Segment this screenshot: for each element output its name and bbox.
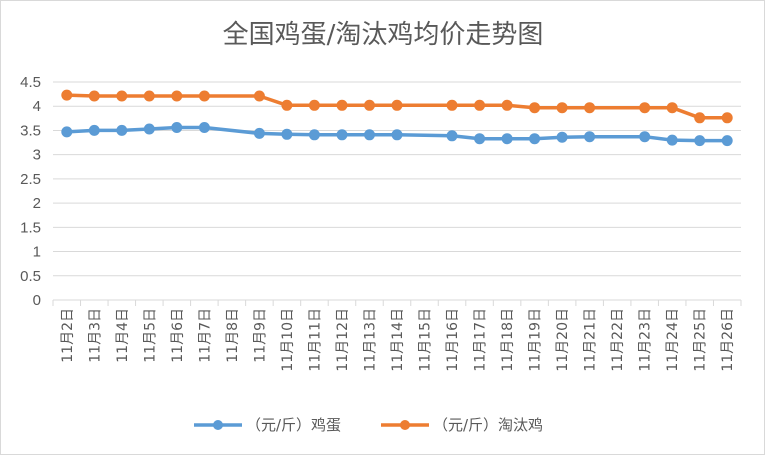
x-tick-label: 11月4日 — [115, 308, 131, 363]
legend-label: （元/斤）淘汰鸡 — [433, 416, 543, 434]
data-point — [694, 135, 706, 147]
x-tick-label: 11月2日 — [60, 308, 76, 363]
series-layer — [61, 89, 733, 147]
data-point — [281, 99, 293, 111]
data-point — [501, 133, 513, 145]
legend-item: （元/斤）淘汰鸡 — [381, 416, 543, 434]
y-tick-label: 3.5 — [20, 122, 41, 139]
data-point — [721, 112, 733, 124]
x-tick-label: 11月11日 — [307, 308, 323, 372]
x-tick-label: 11月6日 — [170, 308, 186, 363]
data-point — [143, 90, 155, 102]
x-tick-label: 11月7日 — [197, 308, 213, 363]
y-tick-label: 2 — [33, 195, 41, 212]
series-1 — [61, 122, 733, 147]
data-point — [308, 129, 320, 141]
x-tick-label: 11月9日 — [252, 308, 268, 363]
data-point — [143, 123, 155, 135]
data-point — [336, 129, 348, 141]
x-tick-label: 11月15日 — [418, 308, 434, 372]
y-tick-label: 3 — [33, 147, 41, 164]
data-point — [391, 129, 403, 141]
series-line — [66, 125, 728, 143]
data-point — [639, 102, 651, 114]
x-tick-label: 11月14日 — [390, 308, 406, 372]
data-point — [61, 89, 73, 101]
data-point — [198, 122, 210, 133]
data-point — [88, 124, 100, 136]
data-point — [584, 102, 596, 114]
data-point — [556, 102, 568, 114]
series-line — [66, 93, 728, 120]
x-tick-label: 11月12日 — [335, 308, 351, 372]
x-tick-label: 11月5日 — [142, 308, 158, 363]
legend-item: （元/斤）鸡蛋 — [194, 416, 341, 434]
data-point — [171, 122, 183, 133]
data-point — [364, 99, 375, 111]
x-axis-ticks: 11月2日 11月3日 11月4日 11月5日 11月6日 11月7日 11月8日 11月9日… — [52, 300, 742, 372]
x-tick-label: 11月19日 — [528, 308, 544, 372]
x-tick-label: 11月13日 — [362, 308, 378, 372]
data-point — [556, 131, 568, 143]
x-tick-label: 11月21日 — [583, 308, 599, 372]
data-point — [529, 102, 541, 114]
x-tick-label: 11月24日 — [665, 308, 681, 372]
data-point — [446, 99, 458, 111]
x-tick-label: 11月17日 — [473, 308, 489, 372]
data-point — [721, 135, 733, 147]
chart-title: 全国鸡蛋/淘汰鸡均价走势图 — [223, 20, 544, 50]
series-2 — [61, 89, 733, 124]
data-point — [639, 131, 651, 143]
data-point — [253, 90, 265, 102]
legend-swatch-marker — [213, 420, 223, 430]
legend-label: （元/斤）鸡蛋 — [246, 416, 341, 434]
data-point — [666, 102, 678, 114]
data-point — [308, 99, 320, 111]
data-point — [171, 90, 183, 102]
data-point — [253, 127, 265, 139]
data-point — [446, 130, 458, 142]
data-point — [391, 99, 403, 111]
data-point — [88, 90, 100, 102]
y-tick-label: 1 — [33, 244, 41, 261]
data-point — [584, 131, 596, 143]
data-point — [116, 90, 128, 102]
y-tick-label: 4 — [33, 98, 41, 115]
data-point — [529, 133, 541, 145]
y-tick-label: 4.5 — [20, 74, 41, 91]
data-point — [116, 124, 128, 136]
data-point — [336, 99, 348, 111]
data-point — [694, 112, 706, 124]
x-tick-label: 11月22日 — [610, 308, 626, 372]
y-tick-label: 0.5 — [20, 268, 41, 285]
data-point — [474, 99, 486, 111]
legend: （元/斤）鸡蛋 （元/斤）淘汰鸡 — [194, 416, 543, 434]
data-point — [198, 90, 210, 102]
grid-layer — [53, 81, 741, 301]
x-tick-label: 11月26日 — [720, 308, 736, 372]
x-tick-label: 11月8日 — [225, 308, 241, 363]
y-axis-ticks: 0 0.5 1 1.5 2 2.5 3 3.5 4 4.5 — [20, 74, 41, 309]
x-tick-label: 11月3日 — [87, 308, 103, 363]
x-tick-label: 11月18日 — [500, 308, 516, 372]
x-tick-label: 11月25日 — [693, 308, 709, 372]
data-point — [474, 133, 486, 145]
data-point — [666, 134, 678, 146]
x-tick-label: 11月23日 — [638, 308, 654, 372]
y-tick-label: 0 — [33, 292, 41, 309]
y-tick-label: 1.5 — [20, 219, 41, 236]
x-tick-label: 11月16日 — [445, 308, 461, 372]
data-point — [281, 128, 293, 140]
data-point — [501, 99, 513, 111]
legend-swatch-marker — [400, 420, 410, 430]
x-tick-label: 11月10日 — [280, 308, 296, 372]
data-point — [61, 126, 73, 138]
y-tick-label: 2.5 — [20, 171, 41, 188]
data-point — [364, 129, 375, 141]
x-tick-label: 11月20日 — [555, 308, 571, 372]
